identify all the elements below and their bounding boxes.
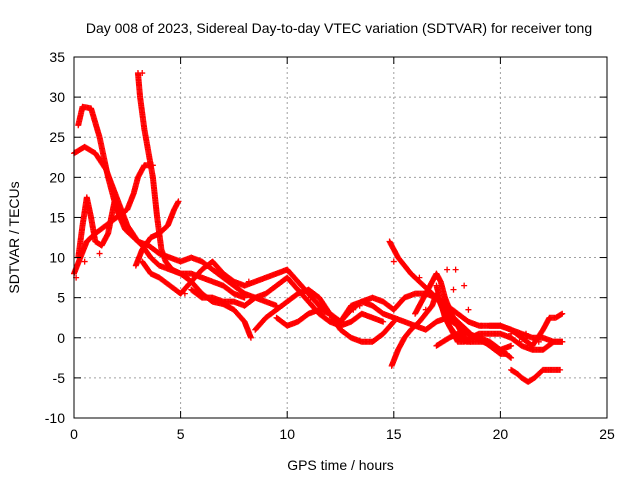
data-point — [508, 354, 515, 361]
data-point — [465, 306, 472, 313]
x-tick-label: 0 — [70, 426, 78, 442]
x-tick-label: 10 — [279, 426, 295, 442]
data-point — [507, 354, 514, 361]
data-point — [422, 306, 429, 313]
chart-title: Day 008 of 2023, Sidereal Day-to-day VTE… — [86, 20, 592, 36]
data-point — [557, 366, 564, 373]
data-point — [390, 258, 397, 265]
data-point — [452, 266, 459, 273]
data-point — [450, 286, 457, 293]
x-tick-label: 25 — [599, 426, 615, 442]
y-tick-label: -5 — [53, 370, 66, 386]
data-point — [224, 274, 231, 281]
y-tick-label: -10 — [45, 410, 65, 426]
data-point — [77, 250, 84, 257]
y-tick-label: 35 — [49, 49, 65, 65]
y-tick-label: 5 — [57, 290, 65, 306]
data-point — [175, 198, 182, 205]
data-point — [96, 250, 103, 257]
data-point — [389, 319, 396, 326]
x-tick-label: 5 — [177, 426, 185, 442]
data-point — [559, 338, 566, 345]
plot-frame — [73, 56, 608, 419]
y-tick-label: 30 — [49, 89, 65, 105]
data-point — [149, 162, 156, 169]
data-point — [117, 205, 124, 212]
data-point — [508, 330, 515, 337]
data-point — [478, 322, 485, 329]
data-point — [444, 266, 451, 273]
data-point — [241, 294, 248, 301]
data-point — [350, 306, 357, 313]
data-point — [508, 342, 515, 349]
data-point — [247, 334, 254, 341]
data-point — [516, 338, 523, 345]
data-point — [535, 338, 542, 345]
y-tick-label: 15 — [49, 209, 65, 225]
data-point — [461, 282, 468, 289]
data-point — [139, 70, 146, 77]
data-point — [416, 274, 423, 281]
y-tick-label: 20 — [49, 169, 65, 185]
data-point — [117, 206, 124, 213]
data-point — [503, 350, 510, 357]
grid-lines — [74, 57, 607, 418]
y-axis-label: SDTVAR / TECUs — [6, 181, 22, 293]
y-tick-label: 25 — [49, 129, 65, 145]
data-point — [81, 258, 88, 265]
data-point — [522, 330, 529, 337]
data-point — [559, 310, 566, 317]
x-tick-label: 15 — [386, 426, 402, 442]
data-point — [245, 278, 252, 285]
data-point — [356, 302, 363, 309]
data-point — [380, 318, 387, 325]
axis-ticks: 0 5 10 15 20 25 -10 -5 0 5 10 15 20 25 30 35 — [45, 49, 615, 442]
y-tick-label: 10 — [49, 250, 65, 266]
x-tick-label: 20 — [493, 426, 509, 442]
data-point — [558, 311, 565, 318]
data-point — [390, 318, 397, 325]
data-point — [307, 294, 314, 301]
data-point — [328, 314, 335, 321]
data-points — [71, 70, 566, 385]
y-tick-label: 0 — [57, 330, 65, 346]
x-axis-label: GPS time / hours — [287, 457, 394, 473]
data-point — [181, 290, 188, 297]
